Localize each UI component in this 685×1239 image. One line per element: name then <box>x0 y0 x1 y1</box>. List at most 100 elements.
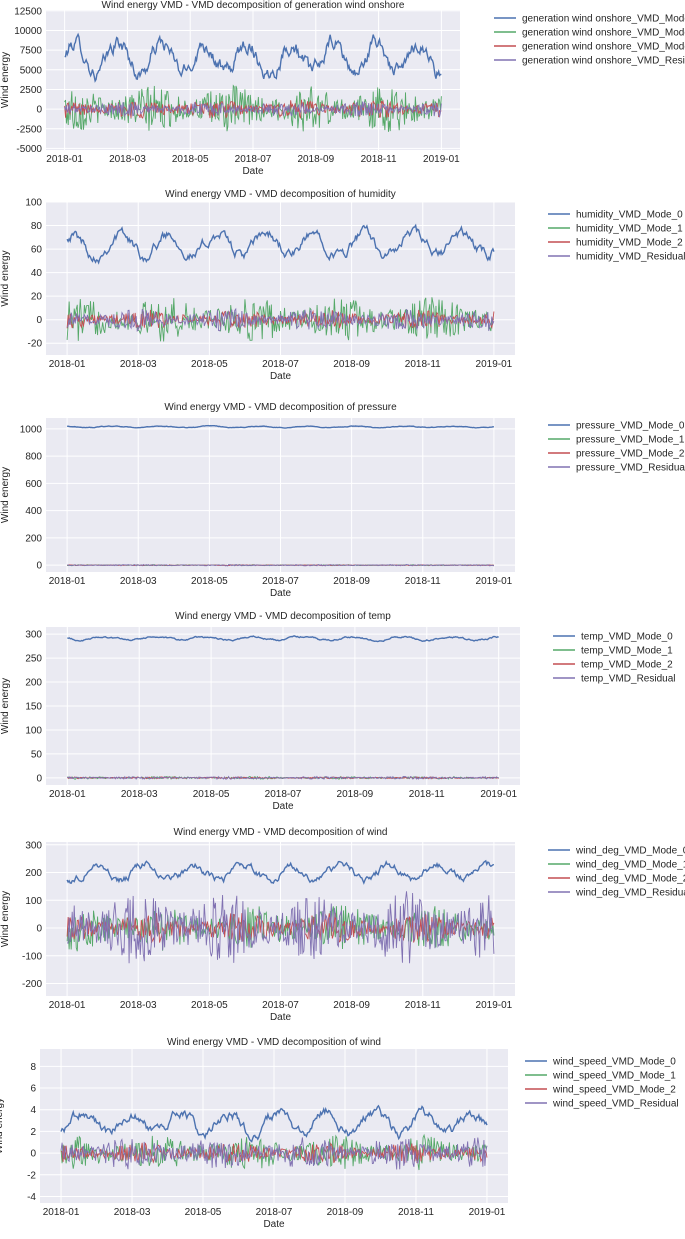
y-tick-label: -5000 <box>16 144 42 155</box>
x-tick-label: 2018-07 <box>265 789 302 800</box>
x-tick-label: 2018-05 <box>191 576 228 587</box>
x-tick-label: 2018-05 <box>172 154 209 165</box>
legend-entry-label: humidity_VMD_Mode_0 <box>576 210 683 221</box>
y-tick-label: -100 <box>22 951 42 962</box>
y-tick-label: 250 <box>25 654 42 665</box>
chart-title: Wind energy VMD - VMD decomposition of t… <box>175 611 391 622</box>
chart-title: Wind energy VMD - VMD decomposition of w… <box>174 827 388 838</box>
legend-entry-label: pressure_VMD_Residual <box>576 463 685 474</box>
y-tick-label: 12500 <box>14 6 42 17</box>
y-tick-label: 1000 <box>20 424 43 435</box>
x-tick-label: 2018-11 <box>398 1207 434 1218</box>
chart-6: Wind energy VMD - VMD decomposition of w… <box>0 1037 679 1230</box>
y-tick-label: -20 <box>28 339 43 350</box>
series-line-humidity-vmd-residual <box>66 307 495 333</box>
chart-title: Wind energy VMD - VMD decomposition of h… <box>165 189 396 200</box>
series-line-humidity-vmd-mode-2 <box>66 309 495 330</box>
y-tick-label: 100 <box>25 725 42 736</box>
legend-entry-label: temp_VMD_Residual <box>581 674 676 685</box>
chart-3: Wind energy VMD - VMD decomposition of p… <box>0 402 685 599</box>
x-tick-label: 2019-01 <box>469 1207 506 1218</box>
y-tick-label: 400 <box>25 506 42 517</box>
series-line-generation-wind-onshore-vmd-mode-0 <box>64 32 442 83</box>
chart-4: Wind energy VMD - VMD decomposition of t… <box>0 611 676 812</box>
x-tick-label: 2018-01 <box>43 1207 80 1218</box>
legend: humidity_VMD_Mode_0 humidity_VMD_Mode_1hu… <box>548 210 685 263</box>
legend-entry-label: wind_deg_VMD_Mode_1 <box>575 860 685 871</box>
legend-entry-label: wind_speed_VMD_Residual <box>552 1099 679 1110</box>
y-tick-label: -200 <box>22 979 42 990</box>
legend-entry-label: pressure_VMD_Mode_2 <box>576 449 685 460</box>
y-tick-label: 600 <box>25 479 42 490</box>
y-tick-label: -4 <box>27 1192 36 1203</box>
legend-entry-label: humidity_VMD_Mode_1 <box>576 224 683 235</box>
legend: temp_VMD_Mode_0 temp_VMD_Mode_1 temp_VMD_M… <box>553 632 676 685</box>
y-tick-label: 80 <box>31 221 43 232</box>
x-tick-label: 2018-11 <box>405 576 441 587</box>
legend-entry-label: wind_speed_VMD_Mode_0 <box>552 1057 676 1068</box>
x-tick-label: 2018-05 <box>191 1000 228 1011</box>
y-axis-label: Wind energy <box>0 52 11 108</box>
legend-entry-label: wind_deg_VMD_Mode_2 <box>575 874 685 885</box>
y-tick-label: 300 <box>25 630 42 641</box>
legend: wind_deg_VMD_Mode_0 wind_deg_VMD_Mode_1wi… <box>548 846 685 899</box>
y-axis-label: Wind energy <box>0 891 11 947</box>
y-tick-label: 200 <box>25 533 42 544</box>
y-tick-label: 6 <box>30 1084 36 1095</box>
legend: pressure_VMD_Mode_0 pressure_VMD_Mode_1pr… <box>548 421 685 474</box>
x-tick-label: 2018-05 <box>185 1207 222 1218</box>
series-line-wind-deg-vmd-residual <box>67 891 495 964</box>
x-tick-label: 2019-01 <box>476 1000 513 1011</box>
legend-entry-label: generation wind onshore_VMD_Residual <box>522 56 685 67</box>
x-tick-label: 2018-03 <box>120 359 157 370</box>
x-tick-label: 2018-09 <box>327 1207 364 1218</box>
chart-title: Wind energy VMD - VMD decomposition of w… <box>167 1037 381 1048</box>
series-line-wind-speed-vmd-mode-0 <box>60 1104 488 1143</box>
legend-entry-label: generation wind onshore_VMD_Mode_1 <box>522 28 685 39</box>
chart-2: Wind energy VMD - VMD decomposition of h… <box>0 189 685 382</box>
legend-entry-label: wind_deg_VMD_Mode_0 <box>575 846 685 857</box>
y-tick-label: 200 <box>25 868 42 879</box>
y-axis-label: Wind energy <box>0 1098 5 1154</box>
chart-title: Wind energy VMD - VMD decomposition of p… <box>164 402 397 413</box>
series-line-wind-speed-vmd-residual <box>60 1137 488 1170</box>
y-tick-label: 0 <box>36 315 42 326</box>
x-axis-label: Date <box>270 371 292 382</box>
x-tick-label: 2018-07 <box>262 576 299 587</box>
legend-entry-label: temp_VMD_Mode_2 <box>581 660 673 671</box>
series-line-wind-deg-vmd-mode-2 <box>66 912 495 944</box>
legend: generation wind onshore_VMD_Mode_0genera… <box>494 14 685 67</box>
x-axis-label: Date <box>272 801 294 812</box>
x-tick-label: 2018-03 <box>121 789 158 800</box>
series-line-pressure-vmd-residual <box>66 563 495 567</box>
x-tick-label: 2018-09 <box>333 576 370 587</box>
x-tick-label: 2018-03 <box>109 154 146 165</box>
x-axis-label: Date <box>263 1219 285 1230</box>
y-tick-label: 800 <box>25 452 42 463</box>
y-tick-label: 8 <box>30 1062 36 1073</box>
y-tick-label: 100 <box>25 198 42 209</box>
y-tick-label: 5000 <box>20 65 43 76</box>
x-tick-label: 2018-01 <box>49 1000 86 1011</box>
x-tick-label: 2018-03 <box>120 1000 157 1011</box>
x-tick-label: 2018-03 <box>114 1207 151 1218</box>
legend-entry-label: humidity_VMD_Residual <box>576 252 685 263</box>
chart-1: Wind energy VMD - VMD decomposition of g… <box>0 0 685 177</box>
series-line-wind-deg-vmd-mode-0 <box>66 859 495 885</box>
x-tick-label: 2018-09 <box>297 154 334 165</box>
chart-5: Wind energy VMD - VMD decomposition of w… <box>0 827 685 1023</box>
y-tick-label: 300 <box>25 840 42 851</box>
x-tick-label: 2019-01 <box>480 789 517 800</box>
legend-entry-label: generation wind onshore_VMD_Mode_2 <box>522 42 685 53</box>
x-tick-label: 2018-07 <box>235 154 272 165</box>
y-tick-label: 10000 <box>14 26 42 37</box>
series-line-humidity-vmd-mode-0 <box>66 223 495 265</box>
legend-entry-label: wind_deg_VMD_Residual <box>575 888 685 899</box>
y-tick-label: 2500 <box>20 85 43 96</box>
y-tick-label: 0 <box>30 1149 36 1160</box>
x-tick-label: 2018-11 <box>405 359 441 370</box>
y-tick-label: 40 <box>31 268 43 279</box>
y-tick-label: 4 <box>30 1105 36 1116</box>
